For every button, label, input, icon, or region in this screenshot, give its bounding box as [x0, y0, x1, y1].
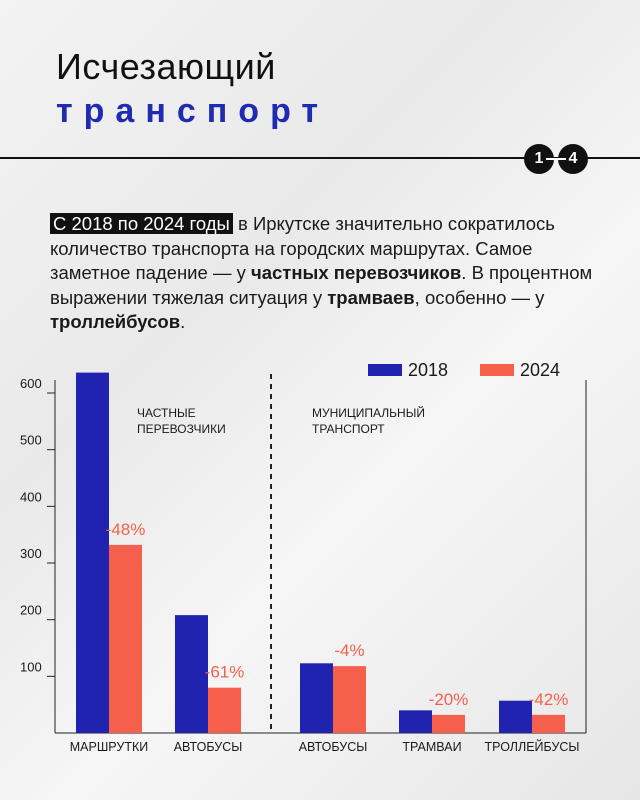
- group-label-line2: ПЕРЕВОЗЧИКИ: [137, 422, 226, 436]
- bar-2018: [499, 700, 532, 733]
- y-tick-label: 300: [20, 546, 42, 561]
- category-label: ТРОЛЛЕЙБУСЫ: [485, 739, 580, 754]
- bar-chart: 100 200 300 400 500 600 ЧАСТНЫЕ ПЕРЕВОЗЧИКИ МУНИ…: [20, 372, 587, 754]
- legend-item-2024: 2024: [480, 358, 560, 382]
- intro-bold-2: трамваев: [327, 286, 415, 308]
- y-tick-label: 100: [20, 659, 42, 674]
- bar-2018: [300, 663, 333, 733]
- intro-text-1: в Иркутске значительно сократилось колич…: [50, 213, 555, 283]
- intro-text-3: , особенно — у: [414, 286, 545, 308]
- intro-bold-1: частных перевозчиков: [250, 262, 462, 283]
- bar-2024: [109, 544, 142, 733]
- group-label-line1: ЧАСТНЫЕ: [137, 406, 196, 420]
- header-divider: [0, 157, 640, 159]
- category-label: АВТОБУСЫ: [299, 740, 368, 754]
- change-label: -20%: [429, 690, 469, 709]
- intro-highlight: С 2018 по 2024 годы: [50, 213, 233, 234]
- y-tick-label: 200: [20, 603, 42, 618]
- legend-label-2018: 2018: [408, 359, 449, 380]
- intro-bold-3: троллейбусов: [50, 311, 181, 332]
- y-tick-label: 500: [20, 433, 42, 448]
- change-label: -4%: [334, 641, 364, 660]
- intro-text-4: .: [180, 311, 186, 332]
- category-label: МАРШРУТКИ: [70, 740, 148, 754]
- page-indicator: 1 4: [524, 144, 588, 174]
- title-line-1: Исчезающий: [56, 46, 276, 87]
- group-label-line1: МУНИЦИПАЛЬНЫЙ: [312, 405, 425, 420]
- y-tick-label: 600: [20, 376, 42, 391]
- legend-label-2024: 2024: [520, 359, 561, 380]
- legend-swatch-2024: [480, 364, 514, 376]
- page-current: 1: [524, 144, 554, 174]
- change-label: -61%: [205, 663, 245, 682]
- intro-paragraph: С 2018 по 2024 годы в Иркутске значитель…: [50, 212, 610, 335]
- bar-2024: [532, 714, 565, 733]
- bar-2018: [399, 710, 432, 733]
- change-label: -42%: [529, 690, 569, 709]
- page-dash: [546, 158, 566, 160]
- bar-2024: [208, 687, 241, 733]
- legend-swatch-2018: [368, 364, 402, 376]
- y-tick-label: 400: [20, 489, 42, 504]
- category-label: АВТОБУСЫ: [174, 740, 243, 754]
- category-label: ТРАМВАИ: [402, 740, 461, 754]
- bar-2018: [76, 372, 109, 733]
- bar-2018: [175, 615, 208, 733]
- intro-text-2: . В процентном выражении тяжелая ситуаци…: [50, 262, 593, 308]
- title-line-2: транспорт: [56, 92, 330, 130]
- change-label: -48%: [106, 520, 146, 539]
- group-label-line2: ТРАНСПОРТ: [312, 422, 385, 436]
- bar-2024: [333, 666, 366, 733]
- bar-2024: [432, 714, 465, 733]
- legend-item-2018: 2018: [368, 358, 448, 382]
